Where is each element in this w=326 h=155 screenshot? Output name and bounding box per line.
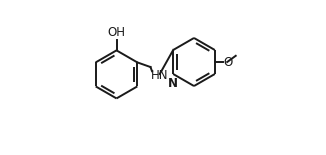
- Text: N: N: [168, 77, 177, 90]
- Text: OH: OH: [108, 26, 126, 39]
- Text: O: O: [224, 55, 233, 69]
- Text: HN: HN: [151, 69, 169, 82]
